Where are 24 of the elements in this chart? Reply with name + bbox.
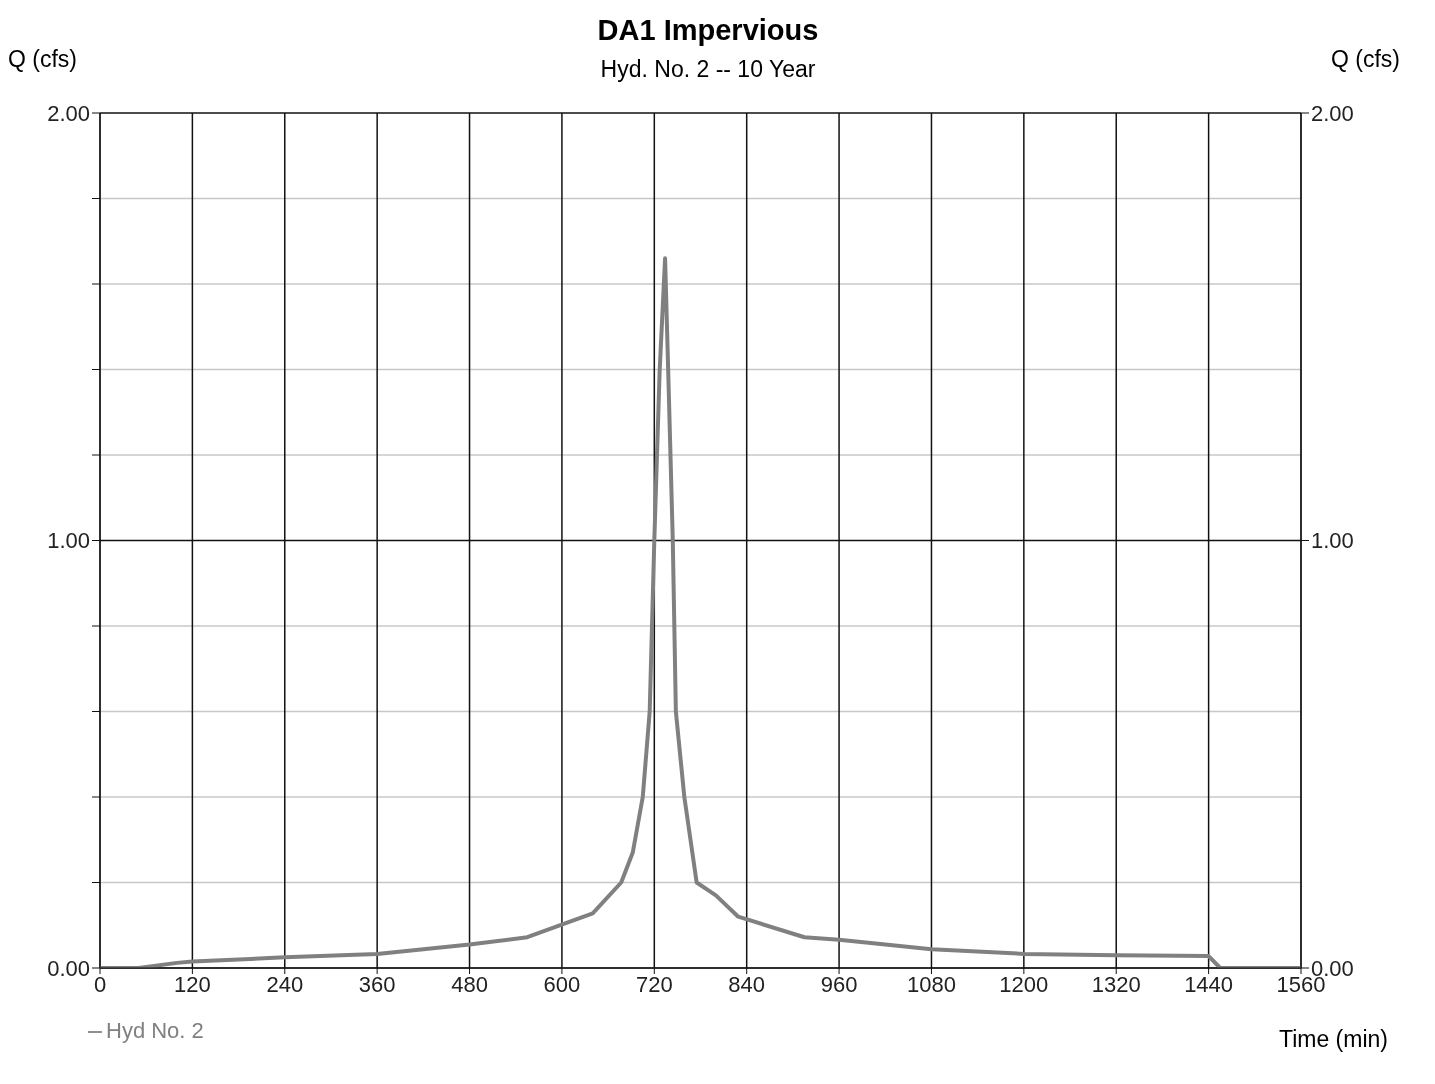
x-axis-title: Time (min) [1278,1026,1388,1053]
x-tick-label: 1200 [999,971,1049,997]
x-tick-label: 1320 [1091,971,1141,997]
x-tick-label: 0 [93,971,107,997]
x-tick-label: 1080 [906,971,956,997]
x-tick-label: 840 [728,971,766,997]
y-axis-title: Q (cfs) [8,46,77,73]
x-tick-label: 600 [543,971,581,997]
chart-title: DA1 Impervious [596,14,820,47]
y2-tick-label: 1.00 [1311,528,1354,554]
chart-subtitle: Hyd. No. 2 -- 10 Year [600,56,816,82]
x-tick-label: 480 [451,971,488,997]
y-tick-label: 1.00 [47,528,90,554]
y-tick-label: 0.00 [47,955,90,981]
y2-tick-label: 2.00 [1311,100,1354,126]
x-tick-label: 360 [358,971,396,997]
y-tick-label: 2.00 [47,100,90,126]
y2-axis-title: Q (cfs) [1331,46,1400,73]
x-tick-label: 960 [820,971,858,997]
legend-label: Hyd No. 2 [106,1018,204,1043]
x-tick-label: 1440 [1184,971,1234,997]
x-tick-label: 120 [174,971,211,997]
x-tick-label: 720 [635,971,673,997]
x-tick-label: 240 [266,971,304,997]
